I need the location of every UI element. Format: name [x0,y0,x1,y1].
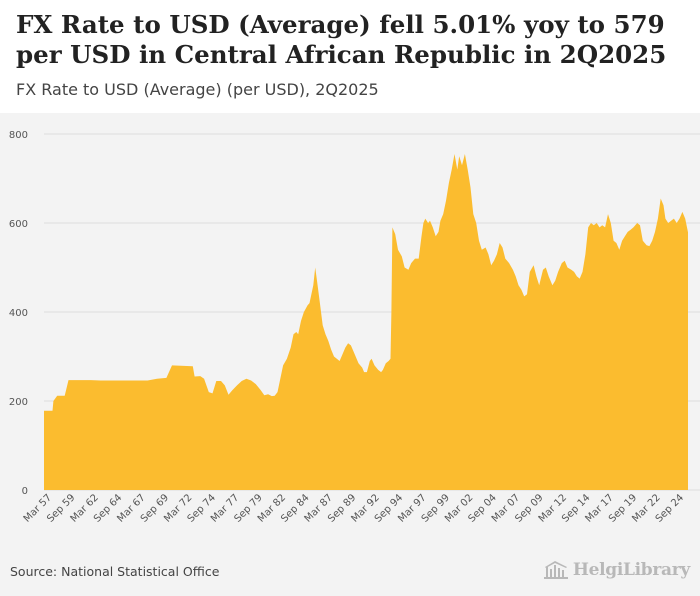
brand-logo: HelgiLibrary [543,560,690,580]
chart-area: 0 200 400 600 800 Mar 57 Sep 59 Mar 62 Sep 64 Mar… [0,113,700,596]
source-note: Source: National Statistical Office [10,564,220,579]
series-area [44,154,688,490]
y-tick-label: 600 [9,219,28,230]
y-tick-label: 200 [9,397,28,408]
chart-subtitle: FX Rate to USD (Average) (per USD), 2Q20… [16,80,379,99]
y-tick-label: 800 [9,130,28,141]
library-building-icon [543,561,568,579]
chart-title: FX Rate to USD (Average) fell 5.01% yoy … [16,10,667,69]
header: FX Rate to USD (Average) fell 5.01% yoy … [0,0,700,113]
y-tick-label: 400 [9,308,28,319]
brand-name: HelgiLibrary [572,560,690,580]
y-tick-label: 0 [22,486,28,497]
